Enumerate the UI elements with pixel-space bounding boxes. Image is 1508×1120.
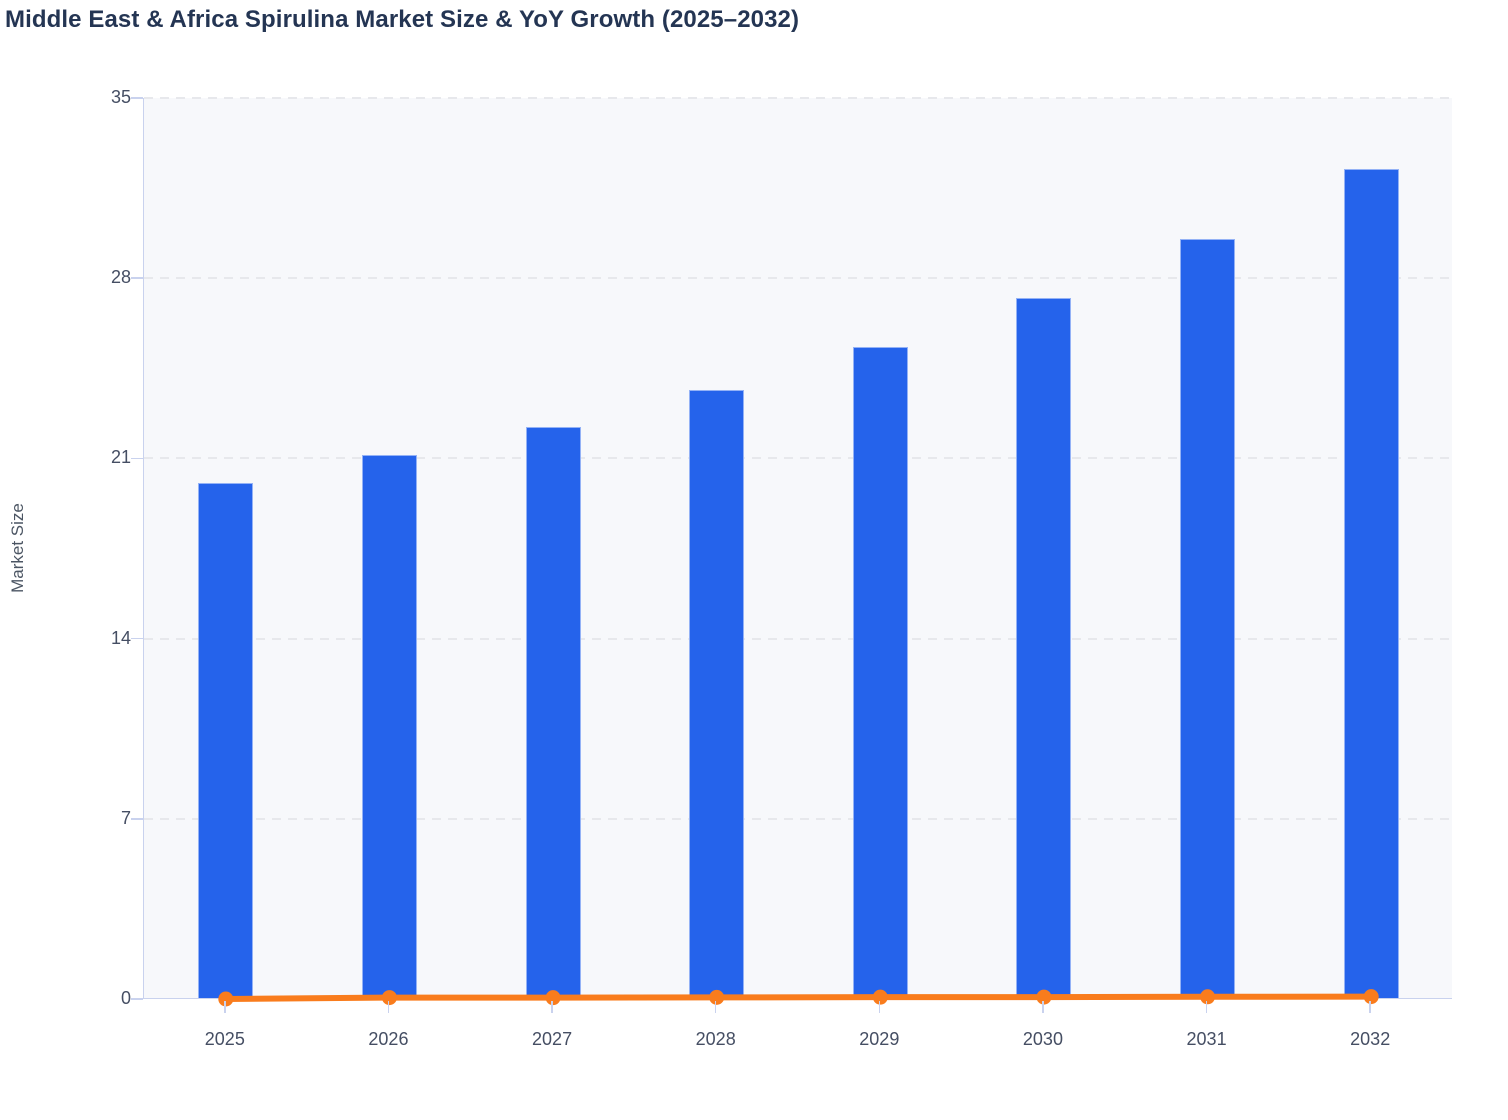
- yoy-marker-2025[interactable]: [218, 991, 234, 1007]
- yoy-marker-2029[interactable]: [872, 989, 888, 1005]
- y-axis-title: Market Size: [8, 503, 27, 593]
- x-tick-mark: [224, 1001, 226, 1013]
- x-tick-label-2029: 2029: [859, 1029, 900, 1049]
- yoy-marker-2028[interactable]: [709, 989, 725, 1005]
- y-tick-mark: [131, 97, 143, 99]
- x-tick-label-2028: 2028: [695, 1029, 736, 1049]
- y-tick-mark: [131, 637, 143, 640]
- bar-2032[interactable]: [1343, 169, 1399, 998]
- y-tick-mark: [131, 277, 143, 279]
- plot-area: [143, 97, 1452, 1007]
- x-tick-label-2031: 2031: [1186, 1029, 1227, 1049]
- yoy-marker-2031[interactable]: [1200, 989, 1216, 1005]
- x-tick-label-2032: 2032: [1350, 1029, 1391, 1049]
- y-tick-label-28: 28: [110, 267, 131, 288]
- x-tick-label-2027: 2027: [532, 1029, 573, 1049]
- yoy-marker-2027[interactable]: [545, 990, 561, 1006]
- x-tick-label-2025: 2025: [204, 1029, 245, 1049]
- x-tick-mark: [551, 1001, 553, 1013]
- yoy-marker-2030[interactable]: [1036, 989, 1052, 1005]
- y-tick-label-0: 0: [120, 988, 131, 1008]
- y-tick-mark: [131, 818, 143, 820]
- bar-2029[interactable]: [852, 346, 908, 998]
- y-tick-label-7: 7: [120, 807, 131, 828]
- x-tick-mark: [387, 1001, 390, 1013]
- x-tick-mark: [878, 1001, 881, 1013]
- y-tick-mark: [131, 998, 143, 1000]
- yoy-marker-2026[interactable]: [381, 990, 397, 1006]
- bar-2026[interactable]: [361, 454, 417, 998]
- bar-2027[interactable]: [525, 426, 581, 998]
- x-tick-mark: [1205, 1001, 1208, 1013]
- yoy-growth-line-layer: [218, 989, 1379, 1007]
- y-tick-mark: [131, 457, 143, 460]
- y-tick-label-35: 35: [110, 87, 131, 107]
- x-tick-mark: [714, 1001, 717, 1013]
- x-tick-mark: [1042, 1001, 1044, 1013]
- y-tick-label-14: 14: [110, 627, 131, 648]
- chart-title: Middle East & Africa Spirulina Market Si…: [5, 6, 800, 33]
- y-tick-label-21: 21: [110, 447, 131, 468]
- bar-2030[interactable]: [1016, 297, 1072, 998]
- x-tick-mark: [1369, 1001, 1371, 1013]
- yoy-growth-line[interactable]: [225, 993, 1372, 1002]
- x-tick-label-2026: 2026: [368, 1029, 409, 1049]
- bar-2031[interactable]: [1180, 238, 1236, 998]
- yoy-marker-2032[interactable]: [1363, 989, 1379, 1005]
- bar-2028[interactable]: [689, 390, 745, 998]
- bar-2025[interactable]: [198, 483, 254, 998]
- x-tick-label-2030: 2030: [1022, 1029, 1063, 1049]
